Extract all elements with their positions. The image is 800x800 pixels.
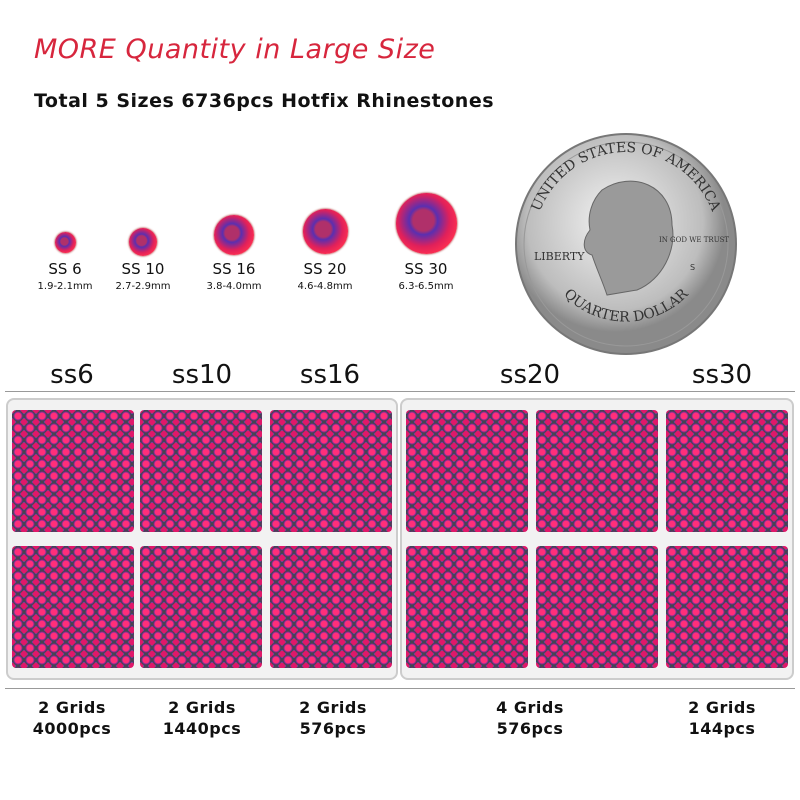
size-label: SS 30: [404, 260, 448, 278]
stone-ss6: [55, 232, 76, 253]
compartment-ss30: [666, 410, 788, 532]
subheadline: Total 5 Sizes 6736pcs Hotfix Rhinestones: [34, 90, 495, 112]
column-header: ss30: [691, 360, 753, 390]
column-count: 2 Grids 144pcs: [688, 698, 756, 738]
size-mm: 2.7-2.9mm: [115, 281, 171, 292]
size-mm: 6.3-6.5mm: [398, 281, 454, 292]
size-mm: 4.6-4.8mm: [297, 281, 353, 292]
size-label: SS 16: [212, 260, 256, 278]
stone-ss10: [129, 228, 157, 256]
column-header: ss20: [499, 360, 561, 390]
column-header: ss6: [50, 360, 94, 390]
headline: MORE Quantity in Large Size: [34, 34, 436, 65]
compartment-ss16: [270, 410, 392, 532]
coin-mint: S: [690, 263, 695, 272]
column-count: 2 Grids 576pcs: [299, 698, 367, 738]
stone-ss16: [214, 215, 254, 255]
coin-motto: IN GOD WE TRUST: [659, 236, 729, 244]
compartment-ss6: [12, 546, 134, 668]
quarter-coin: UNITED STATES OF AMERICA QUARTER DOLLAR …: [515, 133, 737, 355]
divider: [5, 391, 795, 392]
column-header: ss10: [171, 360, 233, 390]
organizer-box-right: [400, 398, 794, 680]
size-label: SS 6: [48, 260, 82, 278]
stone-ss30: [396, 193, 457, 254]
column-count: 4 Grids 576pcs: [496, 698, 564, 738]
coin-liberty: LIBERTY: [534, 250, 585, 263]
compartment-ss30: [666, 546, 788, 668]
organizer-box-left: [6, 398, 398, 680]
size-label: SS 20: [303, 260, 347, 278]
column-count: 2 Grids 1440pcs: [162, 698, 242, 738]
compartment-ss10: [140, 410, 262, 532]
compartment-ss16: [270, 546, 392, 668]
compartment-ss20: [536, 546, 658, 668]
compartment-ss6: [12, 410, 134, 532]
stone-ss20: [303, 209, 348, 254]
compartment-ss20: [406, 410, 528, 532]
column-header: ss16: [299, 360, 361, 390]
column-count: 2 Grids 4000pcs: [32, 698, 112, 738]
compartment-ss20: [536, 410, 658, 532]
compartment-ss20: [406, 546, 528, 668]
size-mm: 3.8-4.0mm: [206, 281, 262, 292]
compartment-ss10: [140, 546, 262, 668]
size-label: SS 10: [121, 260, 165, 278]
divider: [5, 688, 795, 689]
size-mm: 1.9-2.1mm: [37, 281, 93, 292]
